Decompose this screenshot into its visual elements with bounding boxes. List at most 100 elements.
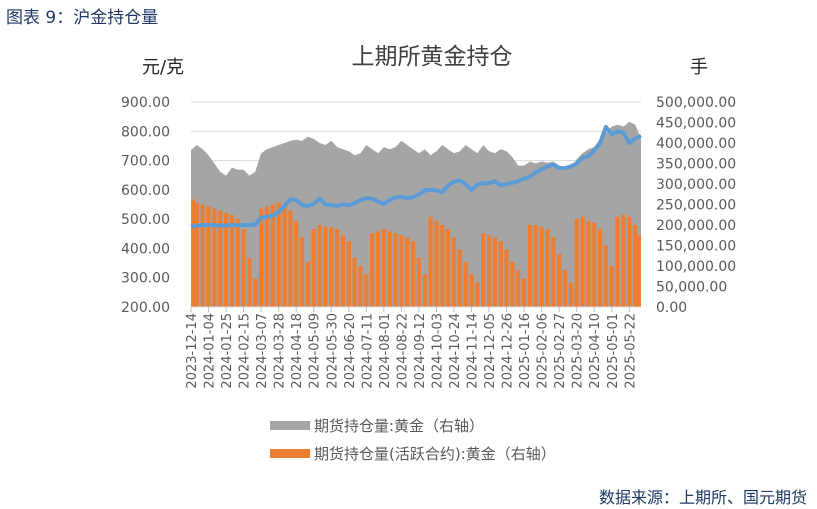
active-oi-bar	[218, 210, 223, 307]
active-oi-bar	[399, 235, 404, 308]
active-oi-bar	[598, 229, 603, 307]
active-oi-bar	[405, 237, 410, 307]
active-oi-bar	[206, 206, 211, 307]
legend-label-active-oi: 期货持仓量(活跃合约):黄金（右轴）	[314, 445, 556, 463]
x-tick-label: 2024-09-12	[413, 313, 428, 389]
left-tick-label: 400.00	[121, 241, 170, 257]
x-tick-label: 2025-02-06	[536, 313, 551, 389]
active-oi-bar	[370, 233, 375, 307]
active-oi-bar	[504, 249, 509, 307]
active-oi-bar	[481, 233, 486, 307]
active-oi-bar	[381, 229, 386, 307]
active-oi-bar	[270, 204, 275, 307]
active-oi-bar	[633, 225, 638, 307]
active-oi-bar	[574, 218, 579, 307]
left-tick-label: 600.00	[121, 183, 170, 199]
x-tick-label: 2025-05-01	[606, 313, 621, 389]
active-oi-bar	[346, 241, 351, 307]
active-oi-bar	[475, 282, 480, 307]
active-oi-bar	[282, 204, 287, 307]
active-oi-bar	[469, 274, 474, 307]
active-oi-bar	[615, 216, 620, 307]
active-oi-bar	[492, 237, 497, 307]
active-oi-bar	[329, 227, 334, 307]
active-oi-bar	[568, 282, 573, 307]
x-tick-label: 2024-05-09	[308, 313, 323, 389]
active-oi-bar	[253, 278, 258, 307]
active-oi-bar	[387, 231, 392, 307]
active-oi-bar	[557, 253, 562, 307]
legend-swatch-active-oi	[270, 449, 310, 458]
active-oi-bar	[539, 227, 544, 307]
active-oi-bar	[393, 233, 398, 307]
active-oi-bar	[299, 237, 305, 307]
active-oi-bar	[294, 220, 299, 307]
active-oi-bar	[609, 266, 614, 307]
chart-title: 上期所黄金持仓	[352, 44, 513, 70]
right-tick-label: 450,000.00	[656, 116, 736, 132]
active-oi-bar	[522, 278, 527, 307]
x-tick-label: 2025-02-27	[553, 313, 568, 389]
left-axis-label: 元/克	[142, 57, 184, 78]
active-oi-bar	[229, 214, 234, 308]
active-oi-bar	[323, 226, 328, 307]
active-oi-bar	[191, 199, 196, 307]
active-oi-bar	[317, 225, 322, 307]
active-oi-bar	[264, 206, 270, 307]
active-oi-bar	[358, 266, 363, 307]
left-tick-label: 800.00	[121, 124, 170, 140]
x-tick-label: 2024-12-05	[483, 313, 498, 389]
active-oi-bar	[451, 237, 457, 307]
x-tick-label: 2023-12-14	[185, 313, 200, 389]
active-oi-bar	[305, 261, 310, 307]
price-line	[190, 124, 642, 229]
active-oi-bar	[551, 237, 556, 307]
right-tick-label: 0.00	[656, 300, 687, 316]
x-tick-label: 2024-08-22	[395, 313, 410, 389]
active-oi-bar	[288, 210, 293, 307]
active-oi-bar	[416, 257, 421, 307]
active-oi-bar	[636, 235, 641, 308]
active-oi-bar	[527, 225, 533, 307]
active-oi-bar	[621, 214, 626, 308]
active-oi-bar	[241, 229, 246, 307]
active-oi-bar	[510, 261, 515, 307]
legend-swatch-total-oi	[270, 421, 310, 430]
x-tick-label: 2024-11-14	[466, 313, 481, 389]
left-tick-label: 300.00	[121, 271, 170, 287]
right-tick-label: 100,000.00	[656, 259, 736, 275]
x-tick-label: 2024-01-04	[203, 313, 218, 389]
active-oi-bar	[212, 208, 217, 307]
active-oi-bar	[545, 229, 550, 307]
x-tick-label: 2024-03-07	[255, 313, 270, 389]
active-oi-bar	[247, 257, 252, 307]
right-tick-label: 350,000.00	[656, 157, 736, 173]
active-oi-bar	[446, 229, 451, 307]
active-oi-bar	[434, 220, 439, 307]
active-oi-bar	[352, 257, 357, 307]
right-axis-label: 手	[690, 57, 708, 78]
right-tick-label: 50,000.00	[656, 280, 727, 296]
active-oi-bar	[463, 261, 468, 307]
right-tick-label: 500,000.00	[656, 95, 736, 111]
x-tick-label: 2024-12-26	[501, 313, 516, 389]
active-oi-bar	[375, 231, 381, 307]
x-tick-label: 2024-06-20	[343, 313, 358, 389]
x-tick-label: 2024-05-30	[325, 313, 340, 389]
x-tick-label: 2024-10-24	[448, 313, 463, 389]
right-tick-label: 200,000.00	[656, 218, 736, 234]
active-oi-bar	[562, 270, 568, 307]
left-tick-label: 900.00	[121, 95, 170, 111]
right-tick-label: 400,000.00	[656, 136, 736, 152]
active-oi-bar	[276, 202, 281, 307]
active-oi-bar	[580, 216, 585, 307]
source-note: 数据来源：上期所、国元期货	[598, 488, 807, 507]
x-tick-label: 2024-01-25	[220, 313, 235, 389]
active-oi-bar	[235, 218, 240, 307]
active-oi-bar	[627, 216, 632, 307]
active-oi-bar	[259, 208, 264, 307]
active-oi-bar	[533, 225, 538, 307]
active-oi-bar	[364, 274, 369, 307]
active-oi-bar	[487, 235, 492, 308]
x-tick-label: 2024-04-18	[290, 313, 305, 389]
